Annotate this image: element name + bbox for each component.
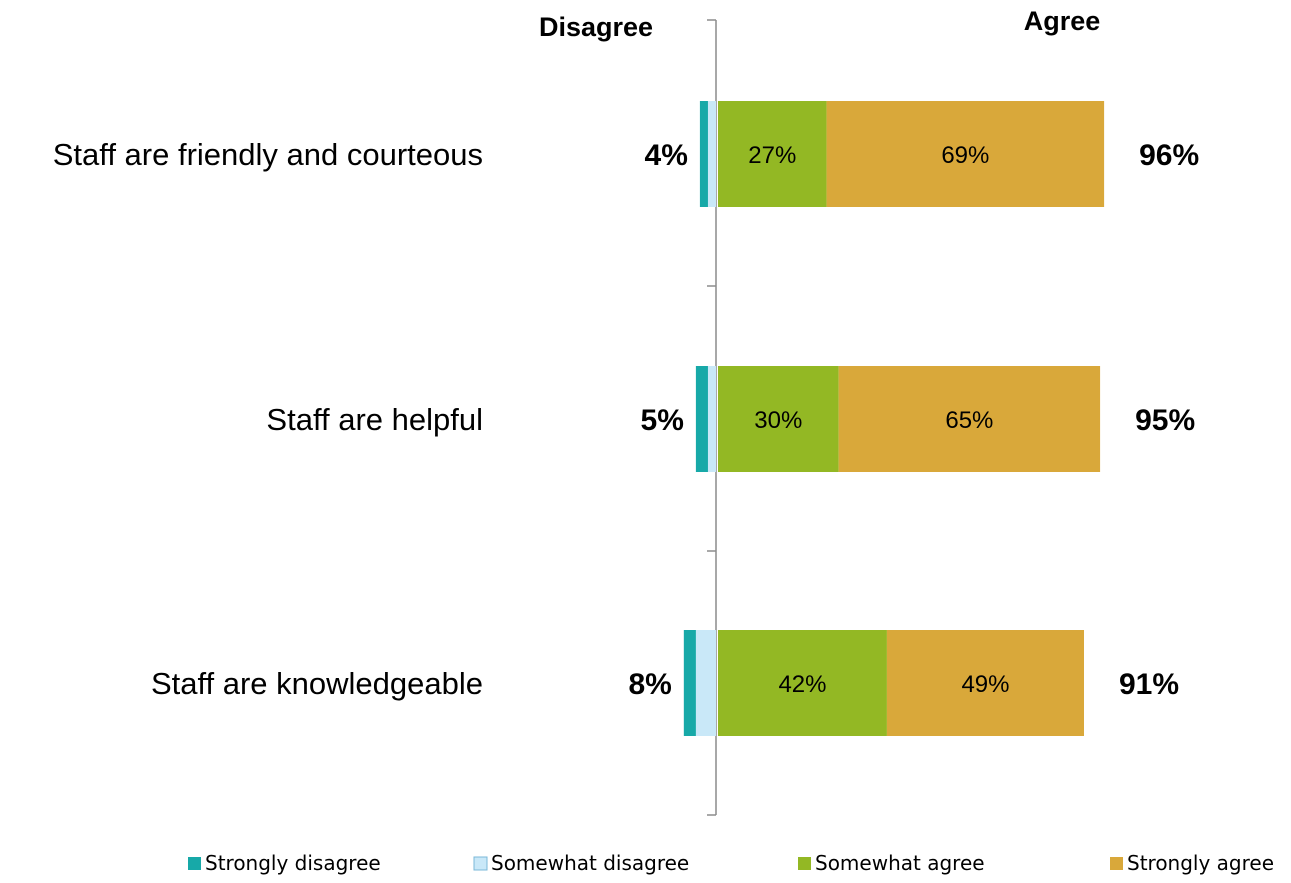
legend-swatch-strongly-agree [1110, 857, 1123, 870]
bar-somewhat-agree-0 [718, 101, 827, 207]
category-label-2: Staff are knowledgeable [151, 666, 483, 701]
legend-swatch-somewhat-disagree [473, 856, 488, 871]
legend-label-strongly-agree: Strongly agree [1127, 851, 1274, 875]
labels-group: 27% 69% Staff are friendly and courteous 4%… [53, 137, 1199, 701]
category-label-0: Staff are friendly and courteous [53, 137, 483, 172]
legend: Strongly disagree Somewhat disagree Somewh… [188, 851, 1274, 875]
bar-somewhat-agree-2 [718, 630, 887, 736]
disagree-header: Disagree [539, 12, 653, 42]
segment-label-somewhat-agree-0: 27% [748, 142, 796, 169]
legend-label-somewhat-agree: Somewhat agree [815, 851, 985, 875]
legend-swatch-somewhat-agree [798, 857, 811, 870]
bar-strongly-disagree-2 [683, 630, 696, 736]
segment-label-strongly-agree-1: 65% [945, 407, 993, 434]
segment-label-strongly-agree-2: 49% [961, 671, 1009, 698]
bar-strongly-disagree-1 [695, 366, 708, 472]
bars-group [683, 101, 1105, 736]
bar-somewhat-disagree-0 [707, 101, 716, 207]
agree-header: Agree [1024, 6, 1101, 36]
bar-somewhat-agree-1 [718, 366, 839, 472]
segment-label-somewhat-agree-2: 42% [778, 671, 826, 698]
bar-somewhat-disagree-2 [695, 630, 716, 736]
bar-strongly-disagree-0 [699, 101, 708, 207]
bar-somewhat-disagree-1 [707, 366, 716, 472]
disagree-total-1: 5% [641, 404, 684, 437]
agree-total-1: 95% [1135, 404, 1195, 437]
disagree-total-0: 4% [645, 139, 688, 172]
segment-label-strongly-agree-0: 69% [941, 142, 989, 169]
disagree-total-2: 8% [628, 668, 671, 701]
bar-strongly-agree-2 [886, 630, 1085, 736]
category-label-1: Staff are helpful [266, 402, 483, 437]
agree-total-0: 96% [1139, 139, 1199, 172]
legend-label-somewhat-disagree: Somewhat disagree [491, 851, 689, 875]
segment-label-somewhat-agree-1: 30% [754, 407, 802, 434]
bar-strongly-agree-1 [838, 366, 1101, 472]
legend-swatch-strongly-disagree [188, 857, 201, 870]
agree-total-2: 91% [1119, 668, 1179, 701]
bar-strongly-agree-0 [826, 101, 1105, 207]
legend-label-strongly-disagree: Strongly disagree [205, 851, 381, 875]
